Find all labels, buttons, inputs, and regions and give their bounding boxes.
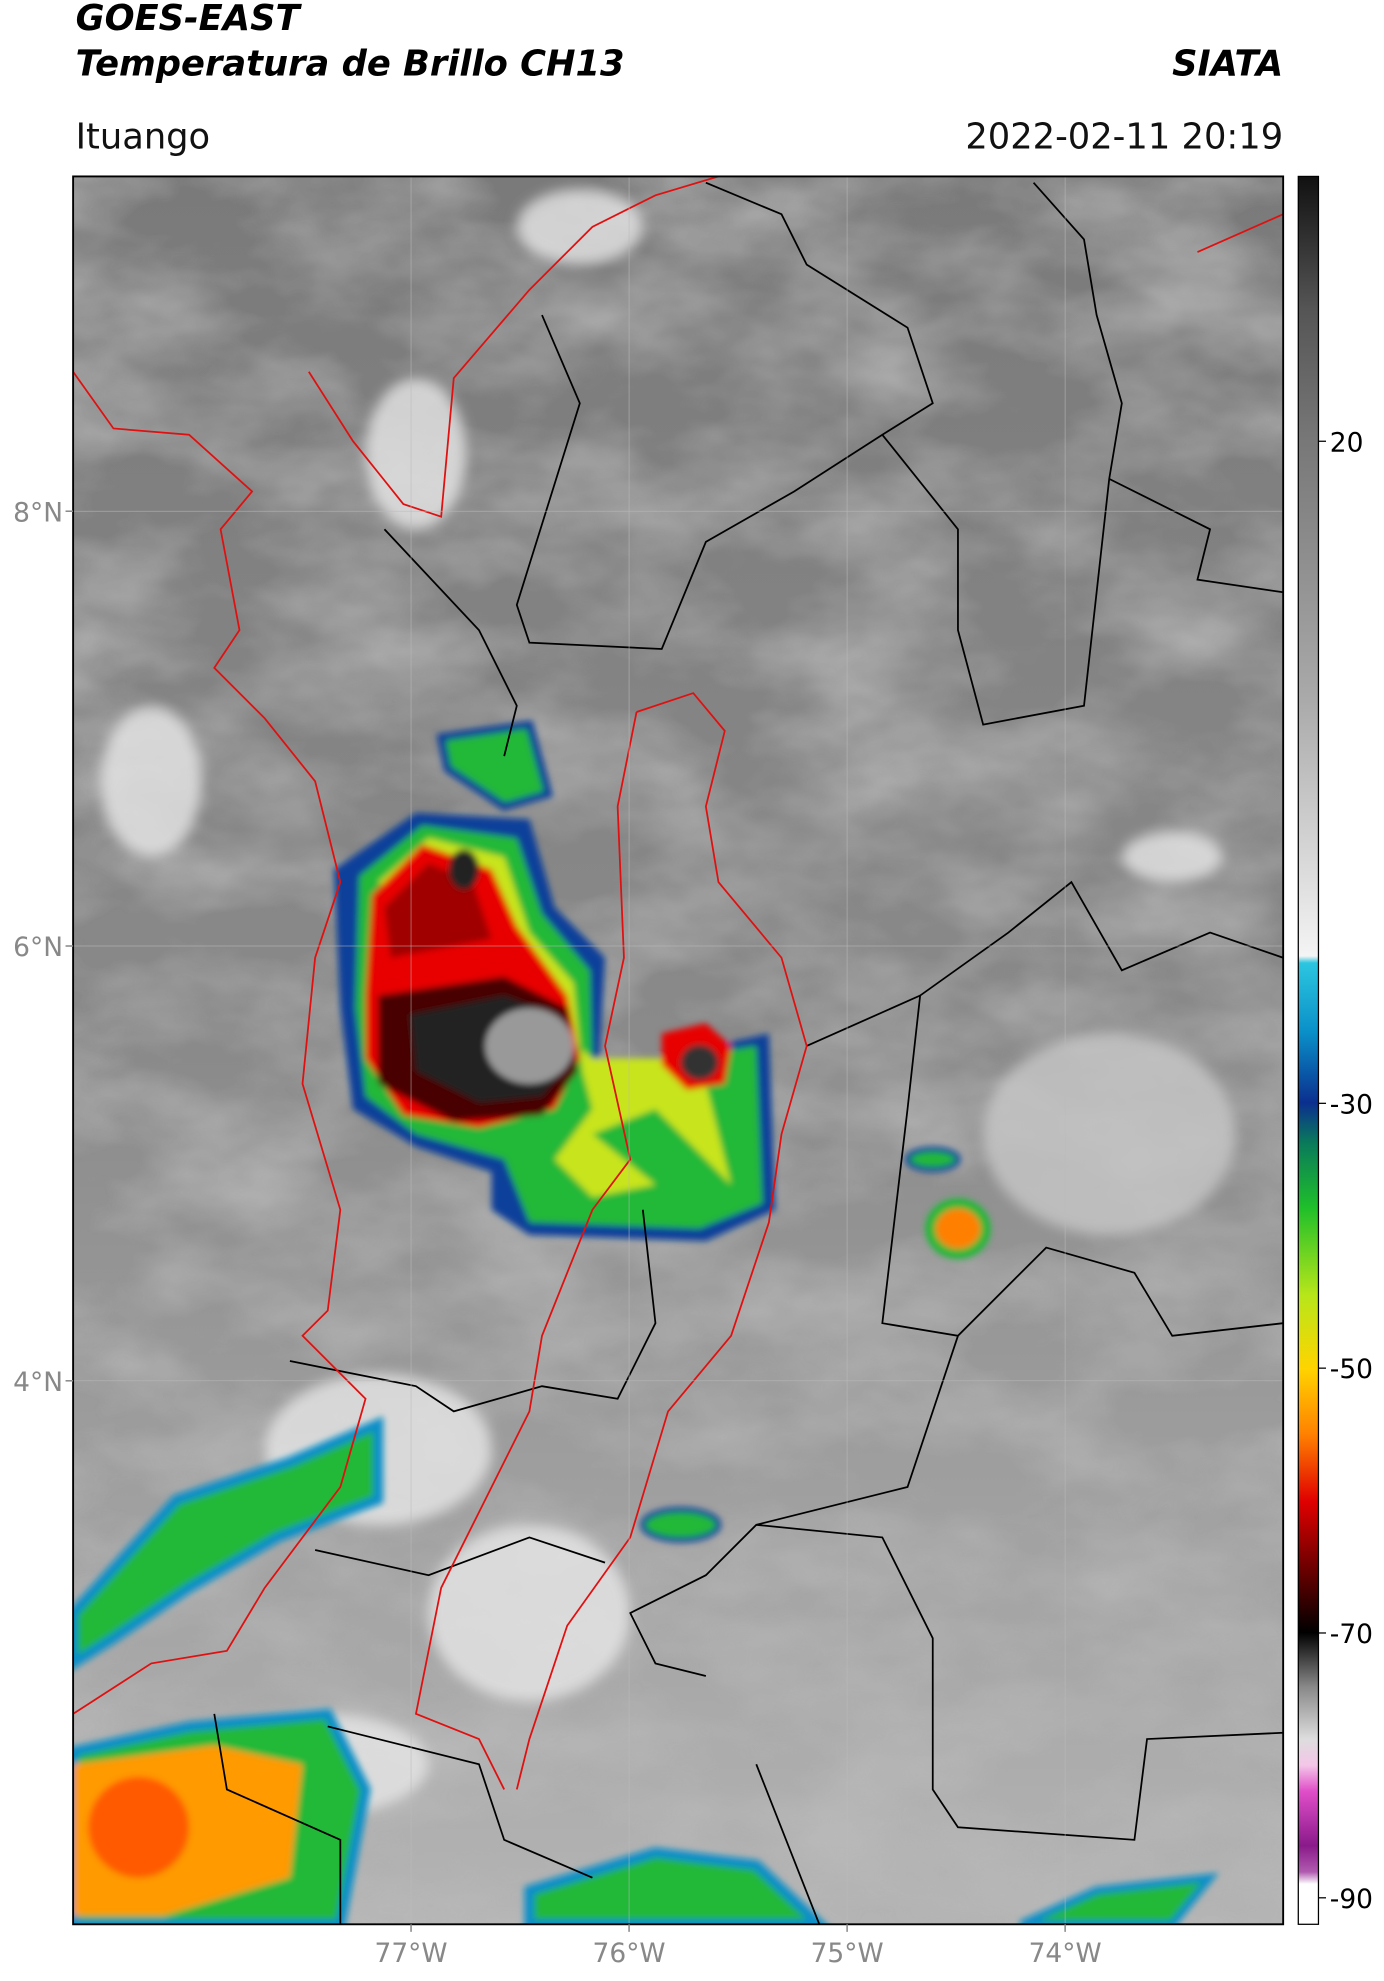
y-tick-label: 6°N — [13, 932, 63, 963]
graticule — [73, 176, 1284, 1925]
subtitle: Temperatura de Brillo CH13 — [76, 44, 625, 85]
colorbar-tick-label: -50 — [1330, 1354, 1373, 1385]
colorbar — [1297, 175, 1320, 1925]
map-frame — [72, 175, 1285, 1926]
x-tick-label: 74°W — [1029, 1938, 1102, 1969]
colorbar-tick-label: -30 — [1330, 1089, 1373, 1120]
colorbar-tick-label: -70 — [1330, 1619, 1373, 1650]
location: Ituango — [76, 117, 211, 158]
colorbar-tick-label: 20 — [1330, 427, 1364, 458]
y-tick-label: 4°N — [13, 1367, 63, 1398]
x-tick-label: 75°W — [811, 1938, 884, 1969]
colorbar-tick-label: -90 — [1330, 1884, 1373, 1915]
agency: SIATA — [1172, 44, 1283, 85]
x-tick-label: 76°W — [593, 1938, 666, 1969]
y-tick-label: 8°N — [13, 497, 63, 528]
x-tick-label: 77°W — [375, 1938, 448, 1969]
datetime: 2022-02-11 20:19 — [965, 117, 1283, 158]
title: GOES-EAST — [76, 0, 303, 39]
axes: 77°W 76°W 75°W 74°W 4°N 6°N 8°N 20 -30 -50 -70 -90 — [13, 427, 1373, 1969]
satellite-image — [73, 176, 1284, 1925]
